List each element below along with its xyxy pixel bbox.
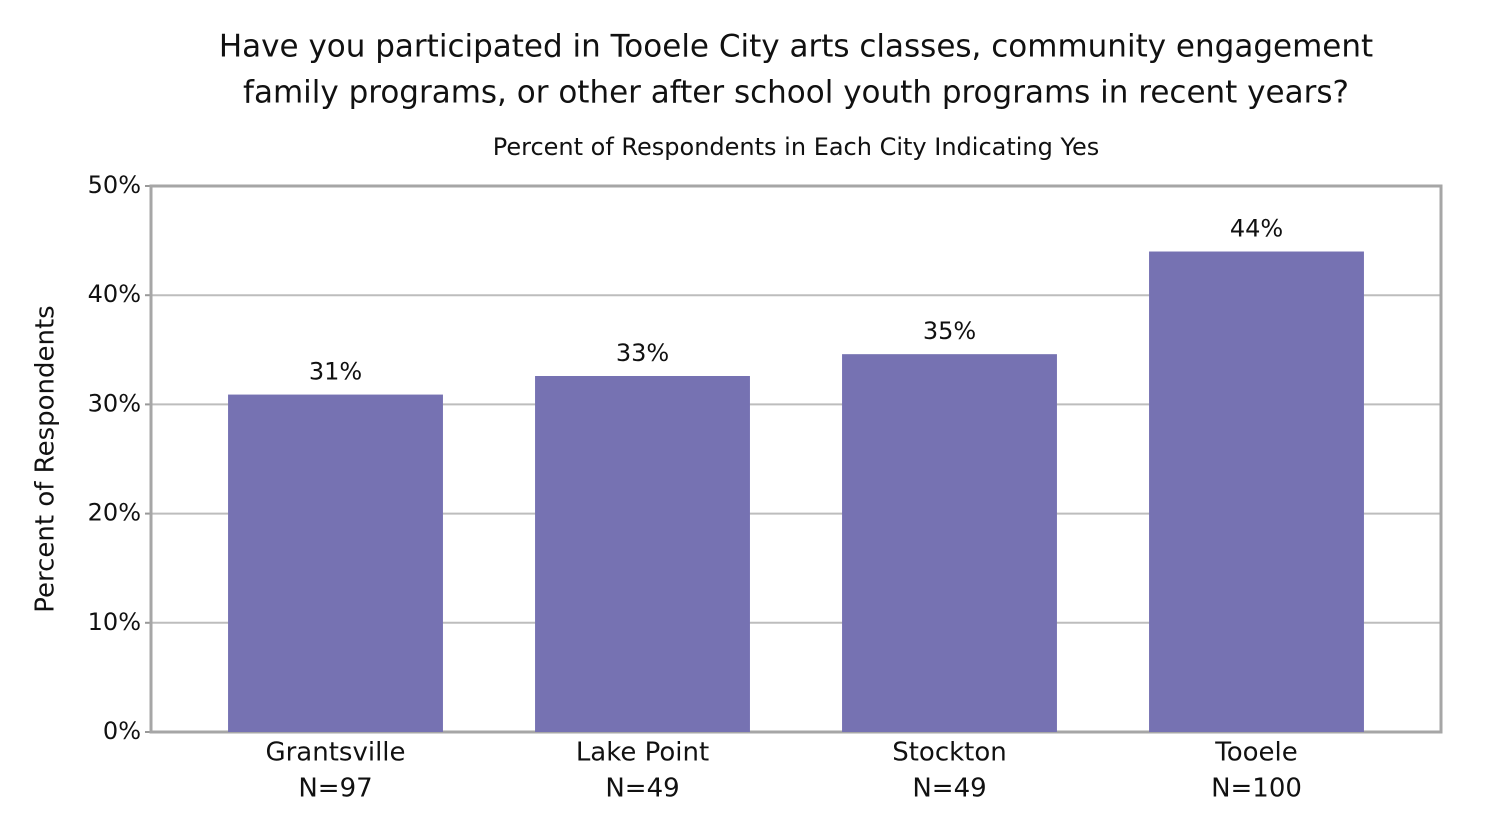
data-label: 33% <box>616 339 669 367</box>
data-label: 31% <box>309 358 362 386</box>
y-tick-label: 10% <box>88 608 141 636</box>
y-axis-label: Percent of Respondents <box>31 305 61 612</box>
chart-title: Have you participated in Tooele City art… <box>219 29 1373 65</box>
x-tick-label: N=49 <box>912 774 986 804</box>
x-tick-label: N=97 <box>298 774 372 804</box>
y-tick-label: 30% <box>88 389 141 417</box>
data-label: 44% <box>1230 215 1283 243</box>
y-tick-label: 20% <box>88 499 141 527</box>
data-label: 35% <box>923 317 976 345</box>
y-tick-label: 50% <box>88 171 141 199</box>
x-tick-label: Lake Point <box>576 738 709 768</box>
plot-frame <box>149 184 1443 734</box>
y-tick-label: 40% <box>88 280 141 308</box>
x-tick-label: N=49 <box>605 774 679 804</box>
x-tick-label: Stockton <box>892 738 1007 768</box>
bar <box>1149 251 1364 732</box>
x-tick-label: Tooele <box>1214 738 1298 768</box>
x-tick-label: N=100 <box>1211 774 1302 804</box>
bar <box>535 376 750 732</box>
x-tick-label: Grantsville <box>265 738 405 768</box>
bar <box>228 394 443 732</box>
bar <box>842 354 1057 732</box>
y-tick-label: 0% <box>103 717 141 745</box>
chart-title: family programs, or other after school y… <box>243 75 1349 111</box>
chart-subtitle: Percent of Respondents in Each City Indi… <box>493 133 1100 161</box>
